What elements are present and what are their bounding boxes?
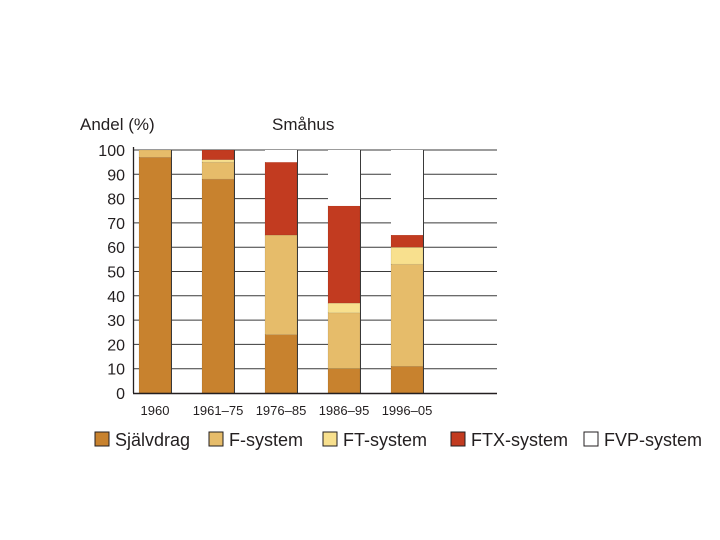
chart-title: Småhus [272, 115, 334, 134]
legend-swatch [208, 431, 224, 447]
bar-segment [265, 150, 297, 163]
bar-segment [264, 161, 298, 236]
bar-segment [328, 150, 360, 206]
y-tick-label: 10 [107, 362, 125, 379]
legend-label: F-system [229, 430, 303, 450]
bar-segment [201, 178, 235, 394]
bar-segment [201, 149, 235, 161]
bar-segment [201, 161, 235, 180]
bar-segment [390, 246, 424, 265]
legend-label: FT-system [343, 430, 427, 450]
bar-segment [327, 205, 361, 304]
bar-segment [327, 312, 361, 369]
y-tick-label: 20 [107, 337, 125, 354]
y-tick-label: 80 [107, 192, 125, 209]
bar-segment [138, 149, 172, 158]
legend-swatch [450, 431, 466, 447]
y-axis-title: Andel (%) [80, 115, 155, 134]
legend-label: Självdrag [115, 430, 190, 450]
x-category-labels: 1960 1961–75 1976–85 1986–95 1996–05 [141, 403, 433, 418]
bar-segment [390, 263, 424, 367]
legend-swatch [322, 431, 338, 447]
x-category-label: 1976–85 [256, 403, 307, 418]
bar-segment [201, 159, 235, 163]
x-category-label: 1996–05 [382, 403, 433, 418]
bar-segment [264, 234, 298, 335]
legend-swatch [583, 431, 599, 447]
y-tick-labels: 0 10 20 30 40 50 60 70 80 90 100 [98, 143, 125, 403]
y-tick-label: 100 [98, 143, 125, 160]
bar-segment [390, 234, 424, 248]
legend-label: FTX-system [471, 430, 568, 450]
bar-segment [327, 302, 361, 314]
bar-segment [327, 368, 361, 394]
bar-segment [264, 334, 298, 394]
x-category-label: 1960 [141, 403, 170, 418]
x-category-label: 1986–95 [319, 403, 370, 418]
legend-label: FVP-system [604, 430, 702, 450]
bar-segment [391, 150, 423, 236]
x-category-label: 1961–75 [193, 403, 244, 418]
y-tick-label: 50 [107, 265, 125, 282]
y-tick-label: 40 [107, 289, 125, 306]
legend-swatch [94, 431, 110, 447]
axes [132, 147, 497, 395]
gridlines [133, 149, 497, 393]
y-tick-label: 70 [107, 216, 125, 233]
bars [138, 149, 424, 394]
bar-segment [138, 156, 172, 394]
y-tick-label: 30 [107, 313, 125, 330]
y-tick-label: 0 [116, 386, 125, 403]
bar-segment [390, 365, 424, 394]
legend: Självdrag F-system FT-system FTX-system FVP-… [94, 430, 702, 450]
y-tick-label: 60 [107, 240, 125, 257]
y-tick-label: 90 [107, 167, 125, 184]
